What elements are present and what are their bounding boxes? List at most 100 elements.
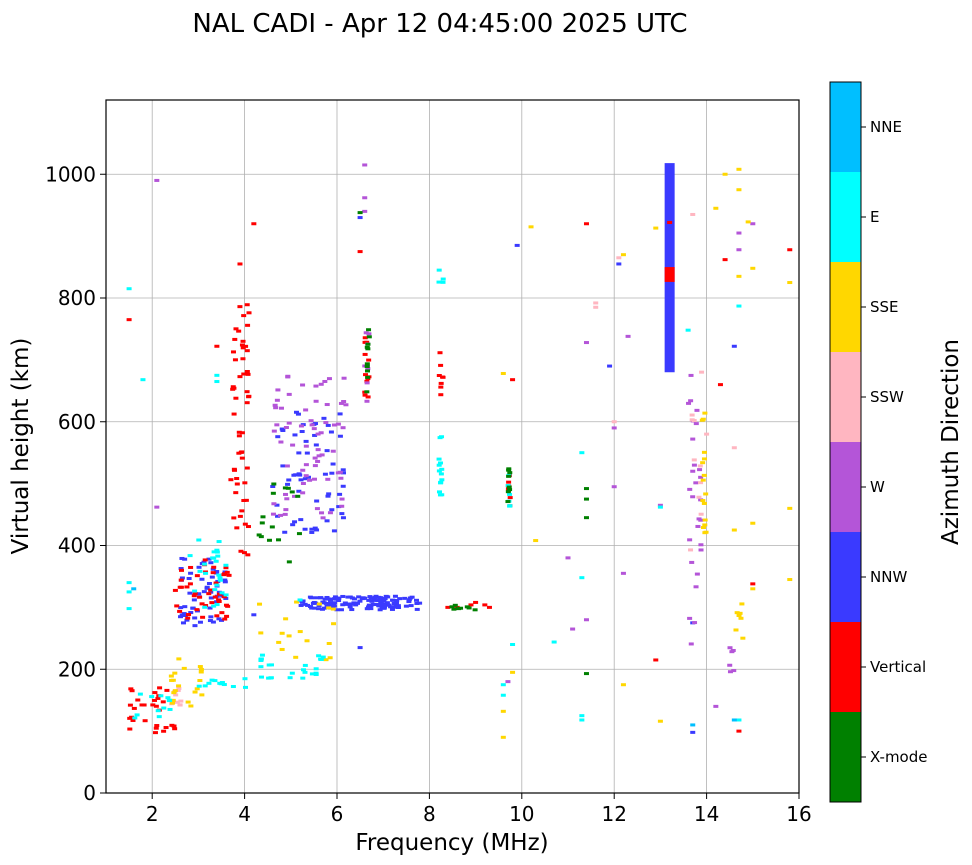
data-marks xyxy=(126,163,793,739)
data-point xyxy=(239,456,245,460)
data-point xyxy=(336,596,342,600)
y-axis-ticks: 0 200 400 600 800 1000 xyxy=(45,162,106,805)
data-point xyxy=(335,422,341,426)
series-nne xyxy=(131,587,737,727)
data-point xyxy=(313,671,319,675)
data-point xyxy=(302,670,308,674)
data-point xyxy=(176,657,182,661)
data-point xyxy=(330,607,336,611)
data-point xyxy=(320,516,326,520)
data-point xyxy=(216,540,222,544)
data-point xyxy=(217,578,223,582)
x-tick-label: 16 xyxy=(786,802,811,826)
data-point xyxy=(687,538,693,542)
y-tick-label: 600 xyxy=(58,410,96,434)
data-point xyxy=(657,719,663,723)
data-point xyxy=(172,727,178,731)
data-point xyxy=(507,492,513,496)
data-point xyxy=(270,512,276,516)
data-point xyxy=(722,258,728,262)
data-point xyxy=(214,548,220,552)
data-point xyxy=(397,597,403,601)
plot-background xyxy=(106,100,799,793)
data-point xyxy=(192,616,198,620)
data-point xyxy=(384,601,390,605)
data-point xyxy=(200,615,206,619)
data-point xyxy=(239,431,245,435)
x-axis-label: Frequency (MHz) xyxy=(355,830,548,856)
data-point xyxy=(406,600,412,604)
data-point xyxy=(153,726,159,730)
data-point xyxy=(178,578,184,582)
data-point xyxy=(266,663,272,667)
data-point xyxy=(357,211,363,215)
data-point xyxy=(213,581,219,585)
data-point xyxy=(178,615,184,619)
data-point xyxy=(482,603,488,607)
data-point xyxy=(625,334,631,338)
data-point xyxy=(690,730,696,734)
data-point xyxy=(365,375,371,379)
data-point xyxy=(296,451,302,455)
data-point xyxy=(313,667,319,671)
colorbar-segment xyxy=(830,352,861,442)
data-point xyxy=(275,514,281,518)
data-point xyxy=(170,698,176,702)
data-point xyxy=(313,384,319,388)
data-point xyxy=(221,595,227,599)
data-point xyxy=(326,377,332,381)
data-point xyxy=(396,605,402,609)
data-point xyxy=(436,268,442,272)
data-point xyxy=(126,607,132,611)
data-point xyxy=(326,492,332,496)
data-point xyxy=(364,362,370,366)
data-point xyxy=(126,581,132,585)
data-point xyxy=(703,492,709,496)
data-point xyxy=(330,449,336,453)
data-point xyxy=(197,595,203,599)
x-tick-label: 2 xyxy=(146,802,159,826)
y-tick-label: 200 xyxy=(58,657,96,681)
data-point xyxy=(319,453,325,457)
data-point xyxy=(702,411,708,415)
data-point xyxy=(438,363,444,367)
data-point xyxy=(286,634,292,638)
data-point xyxy=(311,427,317,431)
data-point xyxy=(583,341,589,345)
data-point xyxy=(445,605,451,609)
data-point xyxy=(204,585,210,589)
data-point xyxy=(240,357,246,361)
data-point xyxy=(216,599,222,603)
data-point xyxy=(331,529,337,533)
data-point xyxy=(363,331,369,335)
data-point xyxy=(231,386,237,390)
data-point xyxy=(308,605,314,609)
data-point xyxy=(727,663,733,667)
data-point xyxy=(285,374,291,378)
data-point xyxy=(372,596,378,600)
data-point xyxy=(313,443,319,447)
data-point xyxy=(239,509,245,513)
data-point xyxy=(319,511,325,515)
data-point xyxy=(192,624,198,628)
data-point xyxy=(218,618,224,622)
data-point xyxy=(244,401,250,405)
y-tick-label: 1000 xyxy=(45,162,96,186)
data-point xyxy=(579,718,585,722)
data-point xyxy=(236,451,242,455)
data-point xyxy=(607,364,613,368)
data-point xyxy=(300,468,306,472)
data-point xyxy=(278,513,284,517)
data-point xyxy=(315,432,321,436)
series-e xyxy=(126,268,742,722)
data-point xyxy=(337,492,343,496)
data-point xyxy=(436,490,442,494)
data-point xyxy=(289,490,295,494)
data-point xyxy=(134,713,140,717)
data-point xyxy=(657,505,663,509)
data-point xyxy=(209,575,215,579)
data-point xyxy=(731,669,737,673)
data-point xyxy=(507,488,513,492)
data-point xyxy=(436,463,442,467)
data-point xyxy=(290,443,296,447)
